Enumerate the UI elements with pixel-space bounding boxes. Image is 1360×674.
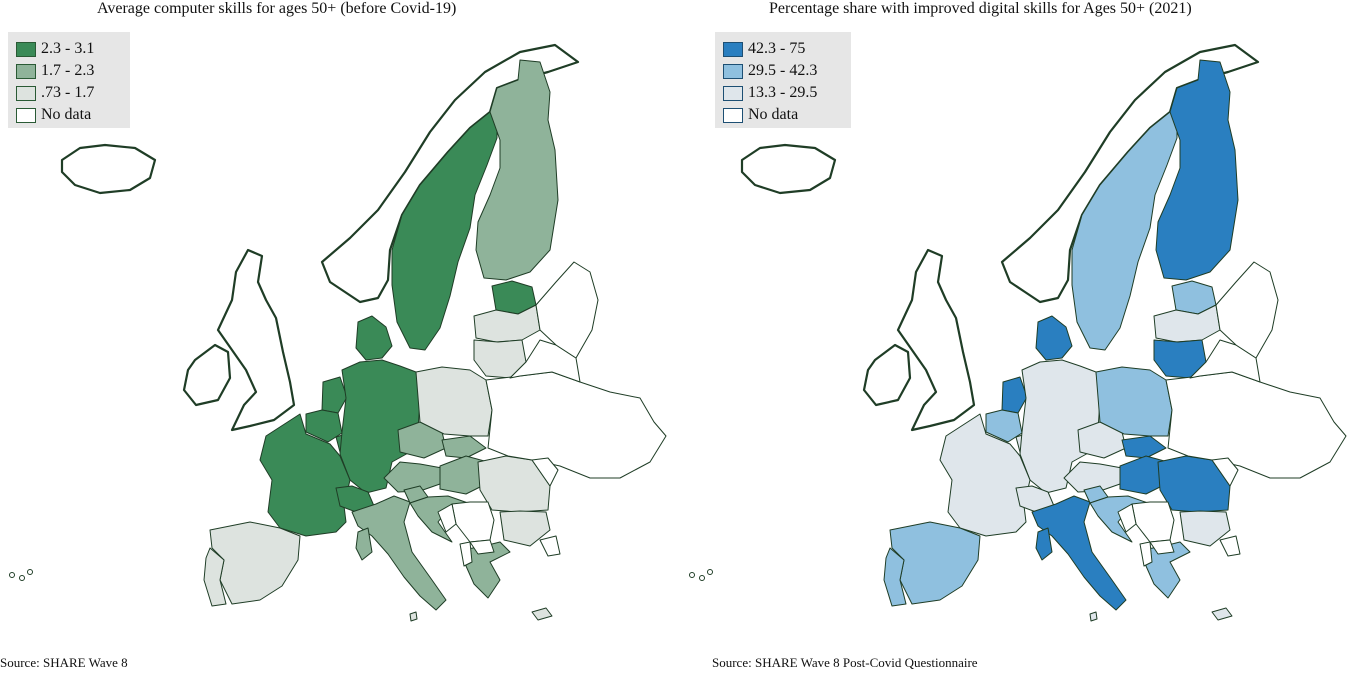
region-ireland <box>182 343 232 407</box>
legend-swatch <box>16 63 36 79</box>
island-speck <box>19 575 25 581</box>
region-sardinia <box>355 527 373 561</box>
island-speck <box>699 575 705 581</box>
source-note: Source: SHARE Wave 8 <box>0 655 128 670</box>
region-germany <box>339 359 421 494</box>
region-portugal <box>883 547 907 607</box>
region-bosnia <box>1117 503 1137 533</box>
region-moldova <box>531 457 559 487</box>
region-france <box>259 413 351 537</box>
region-denmark <box>1035 315 1073 361</box>
legend-item-mid: 1.7 - 2.3 <box>16 60 120 82</box>
region-macedonia <box>469 539 495 555</box>
source-note: Source: SHARE Wave 8 Post-Covid Question… <box>712 655 978 670</box>
region-poland <box>415 366 493 437</box>
map-legend: 2.3 - 3.1 1.7 - 2.3 .73 - 1.7 No data <box>8 32 130 128</box>
region-moldova <box>1211 457 1239 487</box>
region-ireland <box>862 343 912 407</box>
legend-swatch <box>723 63 743 79</box>
region-cyprus <box>531 607 553 621</box>
legend-label: 42.3 - 75 <box>748 40 806 57</box>
region-netherlands <box>321 376 348 414</box>
region-slovakia <box>1121 435 1167 459</box>
region-france <box>939 413 1031 537</box>
region-netherlands <box>1001 376 1028 414</box>
region-albania <box>459 541 473 567</box>
region-sardinia <box>1035 527 1053 561</box>
legend-item-high: 2.3 - 3.1 <box>16 38 120 60</box>
region-turkey_eu <box>1219 535 1241 557</box>
region-portugal <box>203 547 227 607</box>
legend-swatch <box>16 107 36 123</box>
legend-item-high: 42.3 - 75 <box>723 38 841 60</box>
map-panel-computer-skills: Average computer skills for ages 50+ (be… <box>0 0 667 670</box>
region-denmark <box>355 315 393 361</box>
region-turkey_eu <box>539 535 561 557</box>
region-finland <box>1155 59 1239 281</box>
legend-item-nodata: No data <box>723 104 841 126</box>
map-legend: 42.3 - 75 29.5 - 42.3 13.3 - 29.5 No dat… <box>715 32 851 128</box>
map-panel-improved-skills: Percentage share with improved digital s… <box>680 0 1360 674</box>
region-malta <box>1089 611 1098 622</box>
island-speck <box>27 569 33 575</box>
map-title: Average computer skills for ages 50+ (be… <box>97 0 457 17</box>
map-title: Percentage share with improved digital s… <box>769 0 1192 17</box>
choropleth-map <box>689 43 1347 622</box>
legend-swatch <box>16 41 36 57</box>
legend-label: .73 - 1.7 <box>41 84 95 101</box>
region-finland <box>475 59 559 281</box>
region-greece <box>1141 541 1191 599</box>
region-sweden <box>391 87 498 351</box>
region-sweden <box>1071 87 1178 351</box>
legend-label: No data <box>41 106 92 123</box>
legend-swatch <box>16 85 36 101</box>
legend-item-low: .73 - 1.7 <box>16 82 120 104</box>
legend-label: 1.7 - 2.3 <box>41 62 95 79</box>
region-malta <box>409 611 418 622</box>
region-russia_nw <box>1215 261 1279 359</box>
region-iceland <box>60 143 157 195</box>
legend-item-low: 13.3 - 29.5 <box>723 82 841 104</box>
region-italy <box>1031 495 1127 611</box>
island-speck <box>689 572 695 578</box>
region-bulgaria <box>1179 510 1231 547</box>
region-cyprus <box>1211 607 1233 621</box>
region-bulgaria <box>499 510 551 547</box>
legend-item-mid: 29.5 - 42.3 <box>723 60 841 82</box>
legend-label: 13.3 - 29.5 <box>748 84 818 101</box>
legend-swatch <box>723 107 743 123</box>
island-speck <box>707 569 713 575</box>
legend-swatch <box>723 85 743 101</box>
region-macedonia <box>1149 539 1175 555</box>
choropleth-map <box>9 43 667 622</box>
region-germany <box>1019 359 1101 494</box>
region-greece <box>461 541 511 599</box>
legend-label: No data <box>748 106 799 123</box>
region-bosnia <box>437 503 457 533</box>
region-serbia <box>1131 501 1175 543</box>
legend-swatch <box>723 41 743 57</box>
region-iceland <box>740 143 837 195</box>
region-uk <box>216 248 296 432</box>
region-poland <box>1095 366 1173 437</box>
region-slovakia <box>441 435 487 459</box>
legend-item-nodata: No data <box>16 104 120 126</box>
region-uk <box>896 248 976 432</box>
island-speck <box>9 572 15 578</box>
legend-label: 29.5 - 42.3 <box>748 62 818 79</box>
region-serbia <box>451 501 495 543</box>
region-italy <box>351 495 447 611</box>
region-russia_nw <box>535 261 599 359</box>
legend-label: 2.3 - 3.1 <box>41 40 95 57</box>
region-albania <box>1139 541 1153 567</box>
